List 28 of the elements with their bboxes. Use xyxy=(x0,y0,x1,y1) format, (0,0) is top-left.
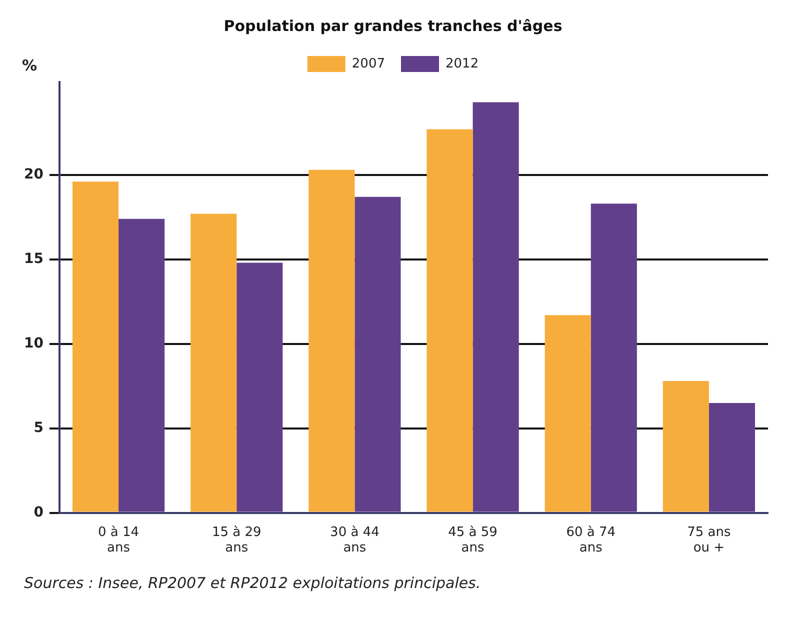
bar xyxy=(236,262,283,512)
y-tick-label: 10 xyxy=(24,336,44,352)
bar xyxy=(118,218,165,512)
y-tick-label: 5 xyxy=(34,420,44,436)
bar xyxy=(708,402,756,512)
bar xyxy=(354,196,401,512)
bar xyxy=(426,129,473,512)
x-tick-label: 0 à 14 ans xyxy=(98,524,140,556)
legend-label: 2012 xyxy=(446,56,479,72)
y-tick-label: 20 xyxy=(24,166,44,183)
bar xyxy=(72,182,119,512)
y-axis-title: % xyxy=(22,56,38,74)
bar xyxy=(472,102,519,512)
bar xyxy=(308,170,355,512)
chart-title: Population par grandes tranches d'âges xyxy=(224,16,562,35)
x-tick-label: 75 ans ou + xyxy=(687,524,732,556)
x-tick-label: 45 à 59 ans xyxy=(448,524,498,556)
bar xyxy=(544,315,591,512)
x-tick-label: 30 à 44 ans xyxy=(330,524,380,556)
bar xyxy=(190,214,237,512)
legend-label: 2007 xyxy=(352,56,386,72)
x-tick-label: 15 à 29 ans xyxy=(212,524,262,556)
bar xyxy=(590,204,637,512)
bar xyxy=(662,381,709,512)
x-tick-label: 60 à 74 ans xyxy=(566,524,616,556)
y-tick-label: 0 xyxy=(34,504,44,520)
source-note: Sources : Insee, RP2007 et RP2012 exploitations principales. xyxy=(24,574,482,592)
y-tick-label: 15 xyxy=(24,251,44,268)
